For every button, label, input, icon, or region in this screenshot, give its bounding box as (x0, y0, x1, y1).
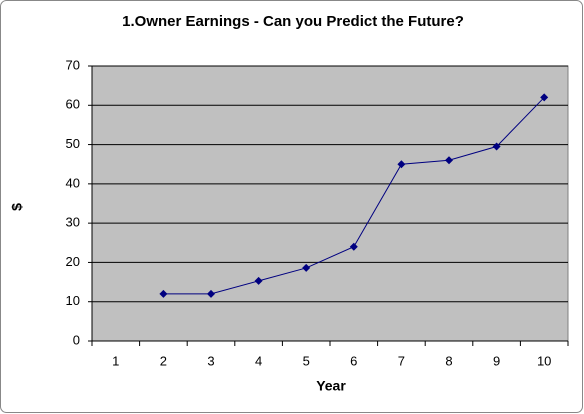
y-tick-label: 20 (66, 254, 80, 269)
data-point (302, 263, 311, 272)
y-tick-label: 60 (66, 97, 80, 112)
x-tick-label: 2 (160, 353, 167, 368)
data-point (540, 93, 549, 102)
x-tick-label: 1 (112, 353, 119, 368)
x-tick-label: 3 (207, 353, 214, 368)
x-axis-label: Year (316, 378, 346, 394)
y-tick-label: 70 (66, 57, 80, 72)
chart-title: 1.Owner Earnings - Can you Predict the F… (122, 13, 464, 30)
y-tick-label: 30 (66, 215, 80, 230)
y-tick-label: 40 (66, 175, 80, 190)
y-axis-label: $ (9, 203, 25, 211)
x-tick-label: 5 (303, 353, 310, 368)
plot-area (91, 65, 569, 342)
y-tick-label: 50 (66, 136, 80, 151)
x-tick-label: 9 (493, 353, 500, 368)
data-point (492, 142, 501, 151)
x-tick-label: 7 (398, 353, 405, 368)
data-point (254, 276, 263, 285)
data-point (397, 160, 406, 169)
data-point (349, 242, 358, 251)
data-point (207, 289, 215, 298)
x-tick-label: 10 (537, 353, 551, 368)
y-tick-label: 0 (73, 332, 80, 347)
data-point (445, 156, 453, 165)
data-point (159, 289, 168, 298)
x-tick-label: 8 (445, 353, 452, 368)
y-tick-label: 10 (66, 293, 80, 308)
x-tick-label: 4 (255, 353, 262, 368)
x-tick-label: 6 (350, 353, 357, 368)
